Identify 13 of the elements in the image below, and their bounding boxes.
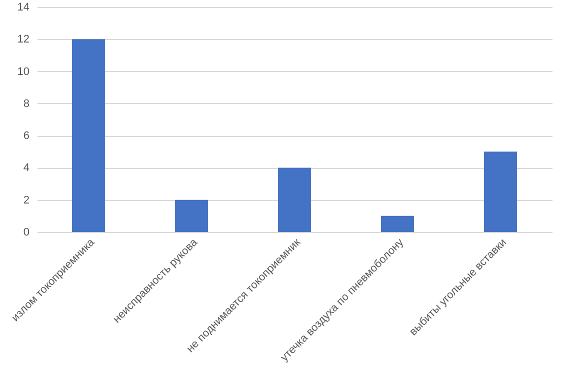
bar [484, 152, 517, 232]
y-tick-label: 8 [23, 98, 30, 110]
y-tick-label: 4 [23, 162, 30, 174]
bar [278, 168, 311, 232]
y-tick-label: 0 [23, 226, 30, 238]
bar [381, 216, 414, 232]
bar [72, 39, 105, 232]
y-tick-label: 10 [17, 66, 30, 78]
y-tick-label: 2 [23, 194, 30, 206]
y-tick-label: 6 [23, 130, 30, 142]
bar [175, 200, 208, 232]
y-tick-label: 14 [17, 2, 30, 14]
y-tick-label: 12 [17, 34, 30, 46]
